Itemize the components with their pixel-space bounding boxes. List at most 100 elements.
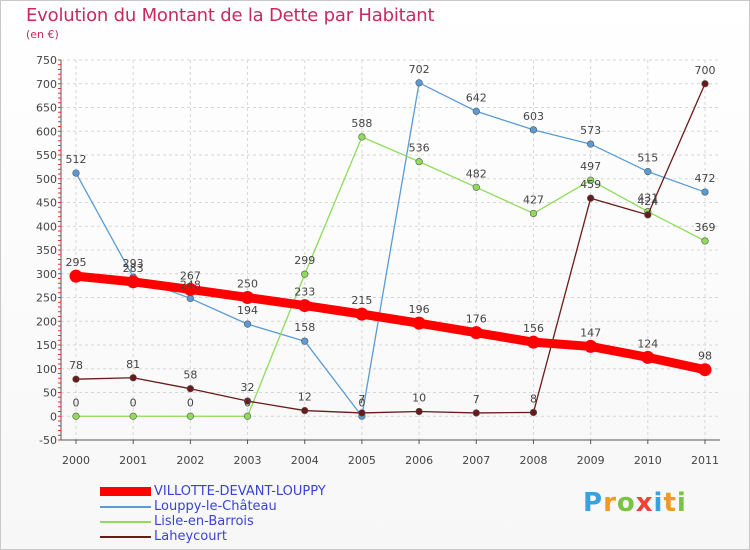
- data-label: 603: [523, 110, 544, 123]
- y-tick-label: 0: [50, 410, 57, 423]
- data-point: [469, 326, 483, 340]
- data-label: 10: [412, 392, 426, 405]
- legend-swatch: [100, 536, 151, 538]
- x-tick-label: 2003: [234, 454, 262, 467]
- data-point: [415, 158, 423, 166]
- data-point: [472, 183, 480, 191]
- x-tick-label: 2006: [405, 454, 433, 467]
- data-label: 98: [698, 350, 712, 363]
- data-label: 215: [351, 294, 372, 307]
- data-point: [186, 412, 194, 420]
- data-point: [584, 339, 598, 353]
- data-point: [641, 350, 655, 364]
- data-label: 497: [580, 160, 601, 173]
- data-label: 7: [473, 393, 480, 406]
- x-tick-label: 2000: [62, 454, 90, 467]
- data-point: [587, 176, 595, 184]
- y-tick-label: 450: [36, 197, 57, 210]
- data-label: 156: [523, 322, 544, 335]
- data-label: 58: [183, 369, 197, 382]
- data-label: 194: [237, 304, 258, 317]
- data-label: 431: [637, 192, 658, 205]
- y-tick-label: -50: [39, 434, 57, 447]
- data-label: 0: [187, 396, 194, 409]
- data-point: [358, 133, 366, 141]
- data-point: [129, 412, 137, 420]
- data-point: [412, 316, 426, 330]
- data-labels: 295 283 267 250 233 215 196 176 156 147 124 98 512 29…: [66, 63, 716, 409]
- data-point: [301, 406, 309, 415]
- x-tick-label: 2009: [577, 454, 605, 467]
- logo-letter: x: [635, 488, 654, 518]
- series-line: [71, 271, 710, 375]
- logo-letter: i: [676, 488, 687, 518]
- axes: -500501001502002503003504004505005506006…: [36, 54, 720, 467]
- data-label: 573: [580, 124, 601, 137]
- data-point: [529, 126, 538, 134]
- data-label: 8: [530, 392, 537, 405]
- legend-label: Louppy-le-Château: [154, 499, 277, 514]
- series-line: [75, 82, 706, 417]
- logo-letter: i: [653, 488, 664, 518]
- data-label: 233: [294, 286, 315, 299]
- x-tick-label: 2002: [176, 454, 204, 467]
- data-label: 124: [637, 337, 658, 350]
- data-label: 642: [466, 91, 487, 104]
- data-label: 7: [358, 393, 365, 406]
- legend-label: Lisle-en-Barrois: [154, 514, 254, 529]
- legend-swatch: [100, 506, 151, 508]
- logo-letter: P: [583, 488, 604, 518]
- logo-letter: t: [663, 488, 677, 518]
- data-label: 293: [123, 257, 144, 270]
- data-point: [72, 375, 80, 383]
- data-point: [701, 237, 709, 245]
- x-tick-label: 2001: [119, 454, 147, 467]
- y-tick-label: 600: [36, 125, 57, 138]
- data-point: [243, 412, 252, 420]
- logo-letter: r: [603, 488, 617, 518]
- data-label: 248: [180, 278, 201, 291]
- data-point: [241, 291, 255, 304]
- x-tick-label: 2007: [462, 454, 490, 467]
- legend-label: VILLOTTE-DEVANT-LOUPPY: [154, 484, 326, 499]
- data-label: 424: [637, 195, 658, 208]
- x-tick-label: 2008: [519, 454, 547, 467]
- series-line: [75, 136, 706, 417]
- data-label: 158: [294, 321, 315, 334]
- data-label: 369: [695, 221, 716, 234]
- data-label: 0: [358, 396, 365, 409]
- data-label: 0: [244, 396, 251, 409]
- data-point: [587, 140, 595, 148]
- series-line: [75, 83, 706, 414]
- x-tick-label: 2004: [291, 454, 319, 467]
- data-point: [186, 294, 194, 303]
- data-point: [472, 409, 480, 417]
- data-point: [358, 409, 366, 417]
- data-label: 267: [180, 269, 201, 282]
- grid: [61, 59, 720, 441]
- y-tick-label: 200: [36, 315, 57, 328]
- data-label: 32: [241, 381, 255, 394]
- data-point: [587, 194, 595, 202]
- data-label: 702: [409, 63, 430, 76]
- y-tick-label: 700: [36, 78, 57, 91]
- data-point: [129, 374, 137, 382]
- data-point: [529, 408, 538, 417]
- data-label: 12: [298, 391, 312, 404]
- logo-letter: o: [616, 488, 636, 518]
- series-group: [69, 79, 712, 420]
- data-label: 147: [580, 326, 601, 339]
- data-point: [472, 107, 480, 115]
- data-point: [415, 407, 423, 416]
- data-label: 196: [409, 303, 430, 316]
- y-tick-label: 550: [36, 149, 57, 162]
- data-point: [644, 211, 652, 219]
- data-point: [186, 385, 194, 393]
- y-tick-label: 100: [36, 363, 57, 376]
- y-tick-label: 300: [36, 268, 57, 281]
- y-tick-label: 650: [36, 102, 57, 115]
- y-tick-label: 150: [36, 339, 57, 352]
- y-tick-label: 50: [43, 387, 57, 400]
